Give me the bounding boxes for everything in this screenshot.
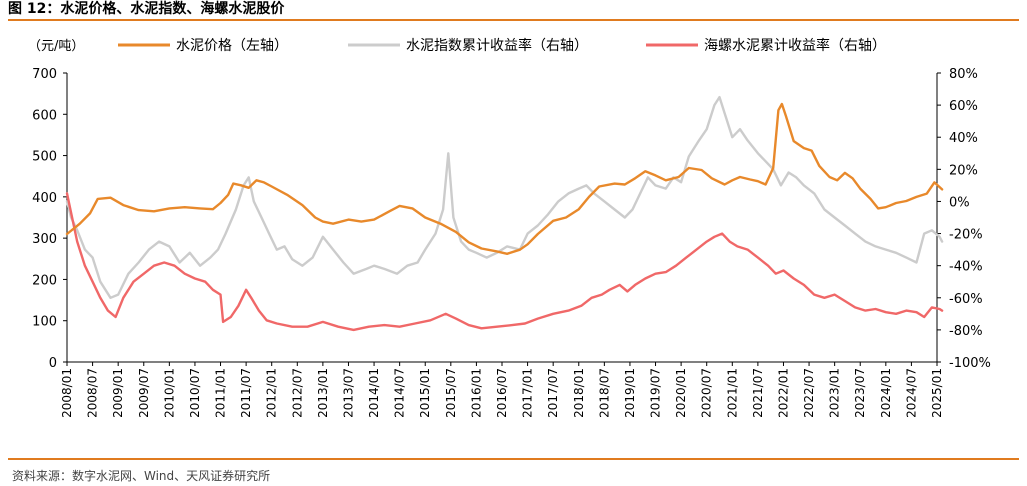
x-tick-label: 2022/01 — [776, 368, 790, 418]
x-tick-label: 2014/07 — [393, 368, 407, 418]
left-tick-label: 200 — [32, 273, 57, 288]
left-tick-label: 400 — [32, 191, 57, 206]
x-tick-label: 2015/01 — [418, 368, 432, 418]
x-tick-label: 2018/01 — [572, 368, 586, 418]
series-line-0 — [65, 102, 944, 255]
right-tick-label: -80% — [949, 324, 983, 339]
x-tick-label: 2014/01 — [367, 368, 381, 418]
top-rule — [8, 19, 1019, 21]
x-tick-label: 2010/01 — [162, 368, 176, 418]
legend-label-2: 海螺水泥累计收益率（右轴） — [704, 37, 886, 54]
x-tick-label: 2013/07 — [341, 368, 355, 418]
x-tick-label: 2016/07 — [495, 368, 509, 418]
left-tick-label: 0 — [49, 356, 57, 371]
x-tick-label: 2020/07 — [700, 368, 714, 418]
x-tick-label: 2017/07 — [546, 368, 560, 418]
x-tick-label: 2012/01 — [265, 368, 279, 418]
x-tick-label: 2021/07 — [751, 368, 765, 418]
right-tick-label: 80% — [949, 67, 978, 82]
x-tick-label: 2013/01 — [316, 368, 330, 418]
x-tick-label: 2020/01 — [674, 368, 688, 418]
right-tick-label: -100% — [949, 356, 991, 371]
x-tick-label: 2022/07 — [802, 368, 816, 418]
x-tick-label: 2011/07 — [239, 368, 253, 418]
left-tick-label: 700 — [32, 67, 57, 82]
figure-title: 图 12：水泥价格、水泥指数、海螺水泥股价 — [8, 1, 285, 17]
legend-label-0: 水泥价格（左轴） — [176, 38, 288, 54]
right-tick-label: 60% — [949, 99, 978, 114]
right-tick-label: -40% — [949, 260, 983, 275]
left-tick-label: 300 — [32, 232, 57, 247]
x-tick-label: 2021/01 — [725, 368, 739, 418]
x-tick-label: 2024/01 — [879, 368, 893, 418]
right-tick-label: 20% — [949, 163, 978, 178]
bottom-rule — [8, 458, 1019, 460]
left-tick-label: 500 — [32, 150, 57, 165]
x-tick-label: 2009/07 — [137, 368, 151, 418]
right-tick-label: -60% — [949, 292, 983, 307]
left-tick-label: 600 — [32, 108, 57, 123]
left-tick-label: 100 — [32, 315, 57, 330]
x-tick-label: 2012/07 — [290, 368, 304, 418]
x-tick-label: 2018/07 — [597, 368, 611, 418]
x-tick-label: 2008/01 — [60, 368, 74, 418]
x-tick-label: 2011/01 — [214, 368, 228, 418]
series-line-2 — [65, 192, 944, 332]
x-tick-label: 2024/07 — [904, 368, 918, 418]
x-tick-label: 2009/01 — [111, 368, 125, 418]
x-tick-label: 2017/01 — [521, 368, 535, 418]
series-line-1 — [65, 95, 944, 299]
x-tick-label: 2015/07 — [444, 368, 458, 418]
x-tick-label: 2023/01 — [828, 368, 842, 418]
right-tick-label: -20% — [949, 228, 983, 243]
right-tick-label: 0% — [949, 195, 970, 210]
x-tick-label: 2019/07 — [649, 368, 663, 418]
legend-label-1: 水泥指数累计收益率（右轴） — [406, 37, 588, 54]
x-tick-label: 2016/01 — [469, 368, 483, 418]
x-tick-label: 2023/07 — [853, 368, 867, 418]
x-tick-label: 2010/07 — [188, 368, 202, 418]
x-tick-label: 2025/01 — [930, 368, 944, 418]
left-axis-unit: （元/吨） — [28, 39, 84, 54]
x-tick-label: 2019/01 — [623, 368, 637, 418]
source-note: 资料来源：数字水泥网、Wind、天风证券研究所 — [12, 469, 271, 483]
x-tick-label: 2008/07 — [86, 368, 100, 418]
right-tick-label: 40% — [949, 131, 978, 146]
